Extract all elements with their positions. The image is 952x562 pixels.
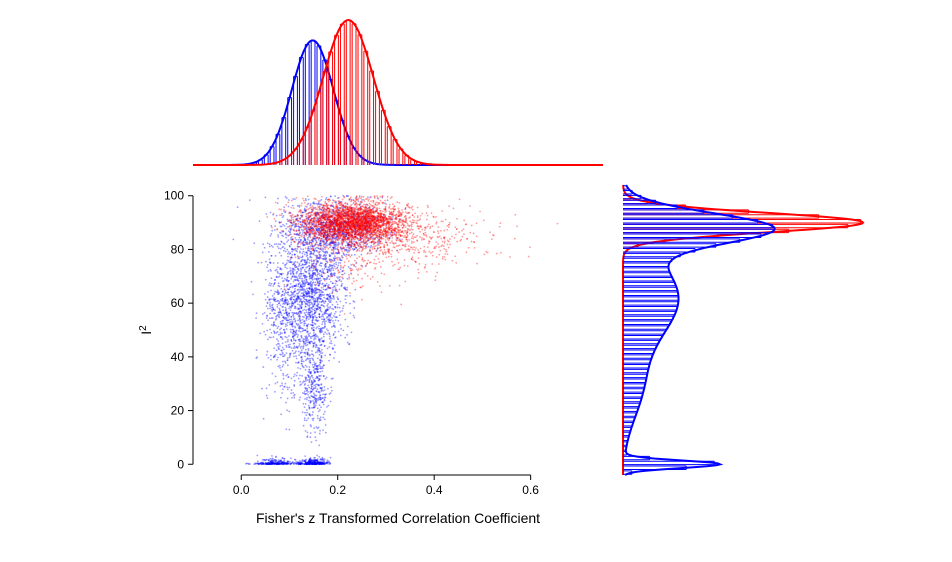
top-density-red [193,20,603,165]
x-tick-label: 0.4 [426,483,443,497]
y-axis-label: I2 [138,325,155,335]
right-hist-blue [623,186,773,475]
right-density-red [623,185,863,475]
top-marginal [193,20,603,165]
figure-stage: 0.0 0.2 0.4 0.6 Fisher's z Transformed Corre… [0,0,952,562]
y-tick-label: 100 [164,189,184,203]
y-tick-label: 80 [171,242,185,256]
y-tick-label: 0 [177,457,184,471]
top-hist-blue [253,40,374,165]
x-tick-label: 0.0 [233,483,250,497]
y-tick-label: 60 [171,296,185,310]
right-density-blue [625,185,775,475]
x-tick-label: 0.6 [522,483,539,497]
x-tick-label: 0.2 [329,483,346,497]
right-marginal [623,185,863,475]
figure-svg: 0.0 0.2 0.4 0.6 Fisher's z Transformed Corre… [0,0,952,562]
y-tick-label: 40 [171,350,185,364]
scatter-plot [232,195,558,465]
x-axis-label: Fisher's z Transformed Correlation Coeff… [256,510,540,526]
y-tick-label: 20 [171,404,185,418]
